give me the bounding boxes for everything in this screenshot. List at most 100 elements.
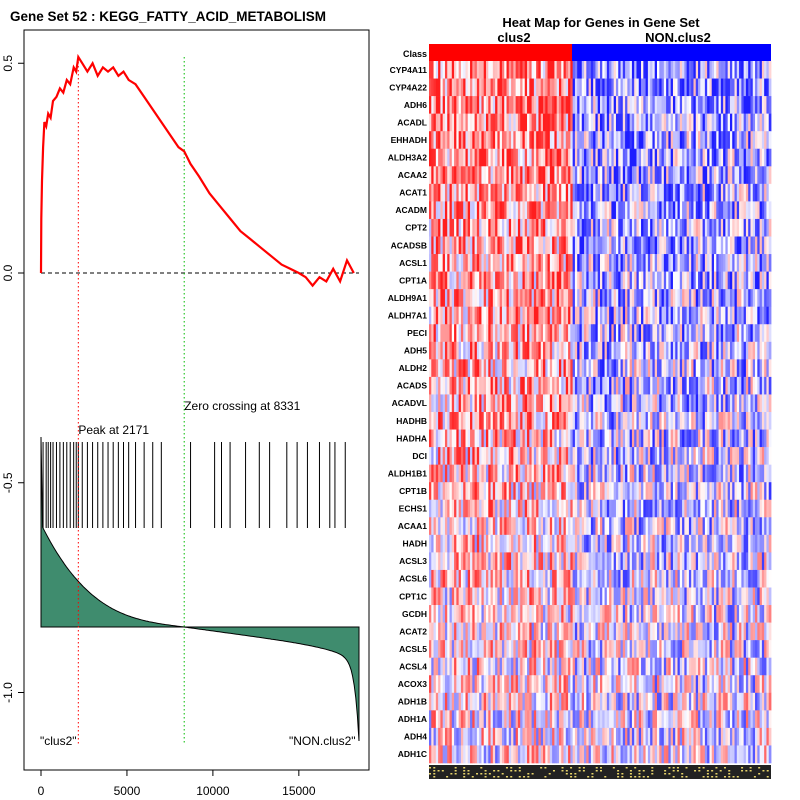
- left-group-label: "clus2": [40, 734, 77, 748]
- heatmap-cell: [668, 429, 672, 448]
- heatmap-cell: [764, 341, 767, 360]
- heatmap-cell: [654, 605, 658, 623]
- heatmap-cell: [729, 113, 733, 132]
- heatmap-cell: [702, 394, 706, 413]
- heatmap-cell: [748, 61, 751, 79]
- heatmap-cell: [538, 254, 542, 272]
- heatmap-cell: [488, 464, 491, 483]
- heatmap-cell: [636, 218, 640, 237]
- heatmap-cell: [714, 341, 717, 360]
- heatmap-cell: [618, 306, 621, 325]
- heatmap-cell: [545, 376, 548, 395]
- heatmap-cell: [545, 447, 548, 465]
- heatmap-row: [429, 447, 772, 465]
- heatmap-cell: [668, 569, 672, 588]
- heatmap-cell: [447, 464, 450, 483]
- heatmap-cell: [460, 464, 464, 483]
- heatmap-cell: [529, 271, 532, 290]
- heatmap-cell: [636, 113, 640, 132]
- heatmap-cell: [490, 236, 494, 255]
- heatmap-cell: [465, 359, 469, 378]
- heatmap-cell: [695, 605, 699, 623]
- heatmap-cell: [552, 464, 555, 483]
- heatmap-cell: [650, 429, 653, 448]
- heatmap-cell: [492, 587, 496, 606]
- heatmap-cell: [579, 464, 583, 483]
- heatmap-cell: [588, 552, 592, 571]
- heatmap-cell: [488, 447, 491, 465]
- heatmap-cell: [686, 587, 690, 606]
- heatmap-cell: [761, 587, 765, 606]
- heatmap-cell: [720, 552, 724, 571]
- heatmap-cell: [497, 412, 501, 430]
- heatmap-cell: [720, 201, 724, 220]
- heatmap-cell: [729, 517, 733, 536]
- heatmap-cell: [460, 131, 464, 150]
- heatmap-cell: [643, 552, 646, 571]
- heatmap-cell: [615, 271, 619, 290]
- heatmap-cell: [604, 324, 608, 343]
- heatmap-cell: [429, 289, 432, 307]
- heatmap-cell: [670, 148, 674, 167]
- heatmap-cell: [634, 482, 637, 501]
- heatmap-cell: [538, 131, 542, 150]
- heatmap-cell: [593, 341, 596, 360]
- heatmap-cell: [515, 622, 519, 641]
- heatmap-cell: [442, 96, 446, 114]
- heatmap-cell: [499, 394, 503, 413]
- heatmap-cell: [663, 96, 667, 114]
- heatmap-cell: [584, 534, 587, 553]
- heatmap-cell: [647, 271, 651, 290]
- heatmap-cell: [739, 587, 742, 606]
- x-tick-label: 10000: [196, 784, 230, 798]
- heatmap-cell: [609, 166, 612, 185]
- heatmap-cell: [536, 482, 539, 501]
- heatmap-cell: [672, 587, 676, 606]
- heatmap-cell: [602, 359, 605, 378]
- heatmap-cell: [695, 183, 699, 202]
- heatmap-cell: [657, 394, 660, 413]
- heatmap-cell: [745, 376, 749, 395]
- heatmap-cell: [695, 61, 699, 79]
- heatmap-cell: [606, 96, 610, 114]
- heatmap-cell: [732, 534, 735, 553]
- heatmap-cell: [611, 166, 615, 185]
- heatmap-cell: [679, 218, 683, 237]
- heatmap-cell: [506, 78, 510, 97]
- heatmap-cell: [499, 482, 503, 501]
- heatmap-cell: [625, 324, 628, 343]
- heatmap-cell: [768, 131, 772, 150]
- heatmap-cell: [506, 201, 510, 220]
- heatmap-cell: [679, 148, 683, 167]
- heatmap-cell: [698, 78, 701, 97]
- heatmap-cell: [643, 534, 646, 553]
- heatmap-cell: [495, 429, 498, 448]
- heatmap-cell: [593, 587, 596, 606]
- heatmap-cell: [734, 324, 738, 343]
- heatmap-cell: [547, 201, 551, 220]
- heatmap-cell: [506, 499, 510, 518]
- heatmap-cell: [536, 61, 539, 79]
- heatmap-cell: [577, 534, 580, 553]
- heatmap-cell: [711, 78, 715, 97]
- heatmap-cell: [711, 201, 715, 220]
- heatmap-cell: [613, 412, 617, 430]
- heatmap-cell: [734, 482, 738, 501]
- heatmap-cell: [597, 359, 601, 378]
- heatmap-cell: [716, 429, 719, 448]
- heatmap-cell: [768, 464, 772, 483]
- heatmap-cell: [597, 587, 601, 606]
- heatmap-cell: [479, 569, 482, 588]
- heatmap-cell: [456, 394, 460, 413]
- heatmap-cell: [568, 61, 571, 79]
- heatmap-cell: [520, 482, 523, 501]
- heatmap-cell: [688, 412, 692, 430]
- heatmap-cell: [522, 218, 526, 237]
- heatmap-cell: [604, 61, 608, 79]
- heatmap-cell: [593, 605, 596, 623]
- heatmap-cell: [538, 306, 542, 325]
- heatmap-cell: [563, 254, 567, 272]
- heatmap-cell: [572, 464, 576, 483]
- heatmap-cell: [545, 569, 548, 588]
- heatmap-cell: [691, 412, 694, 430]
